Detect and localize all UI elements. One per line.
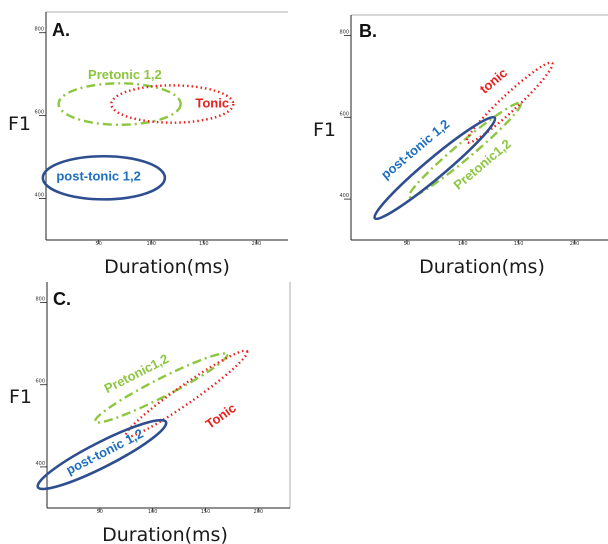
ellipse-pretonic xyxy=(57,82,182,126)
label-posttonic: post-tonic 1,2 xyxy=(56,168,141,183)
ellipse-posttonic xyxy=(36,418,168,491)
label-pretonic: Pretonic 1,2 xyxy=(88,67,162,82)
x-tick-label: 50 xyxy=(404,241,410,247)
ellipse-pretonic xyxy=(407,101,523,199)
ellipse-pretonic xyxy=(93,352,229,424)
y-tick-label: 600 xyxy=(339,111,349,117)
y-axis-title: F1 xyxy=(313,119,336,141)
y-tick-label: 400 xyxy=(339,193,349,199)
y-tick-label: 800 xyxy=(35,297,45,303)
panel-letter: C. xyxy=(53,289,71,309)
x-tick-label: 50 xyxy=(97,509,103,515)
x-axis-title: Duration(ms) xyxy=(102,524,228,544)
label-tonic: Tonic xyxy=(195,95,229,110)
panel-letter: B. xyxy=(359,21,377,41)
x-tick-label: 200 xyxy=(254,509,264,515)
y-tick-label: 800 xyxy=(34,27,44,33)
x-tick-label: 100 xyxy=(146,241,156,247)
y-tick-label: 800 xyxy=(339,29,349,35)
ellipse-posttonic xyxy=(373,115,497,221)
y-tick-label: 600 xyxy=(35,379,45,385)
x-tick-label: 150 xyxy=(201,509,211,515)
x-axis-title: Duration(ms) xyxy=(419,256,545,278)
panel-letter: A. xyxy=(52,20,70,40)
x-axis-title: Duration(ms) xyxy=(104,256,230,278)
x-tick-label: 200 xyxy=(252,241,262,247)
x-tick-label: 150 xyxy=(514,241,524,247)
ellipse-posttonic xyxy=(41,154,167,201)
y-axis-title: F1 xyxy=(8,113,31,135)
x-tick-label: 200 xyxy=(570,241,580,247)
y-axis-title: F1 xyxy=(9,386,32,408)
x-tick-label: 50 xyxy=(95,241,101,247)
ellipse-tonic xyxy=(124,349,249,439)
panel-c: 400 600 800 50 100 150 200 C. F1 Duration(ms) Pret… xyxy=(9,282,291,544)
label-pretonic: Pretonic1,2 xyxy=(102,351,171,396)
x-tick-label: 100 xyxy=(458,241,468,247)
x-tick-label: 100 xyxy=(148,509,158,515)
x-tick-label: 150 xyxy=(199,241,209,247)
label-tonic: tonic xyxy=(477,65,510,96)
panel-a: 400 600 800 50 100 150 200 A. F1 Duration(ms) Pret… xyxy=(8,11,288,278)
y-tick-label: 400 xyxy=(35,461,45,467)
ellipse-tonic xyxy=(465,61,554,144)
y-tick-label: 600 xyxy=(34,110,44,116)
y-tick-label: 400 xyxy=(34,193,44,199)
label-tonic: Tonic xyxy=(203,400,239,432)
